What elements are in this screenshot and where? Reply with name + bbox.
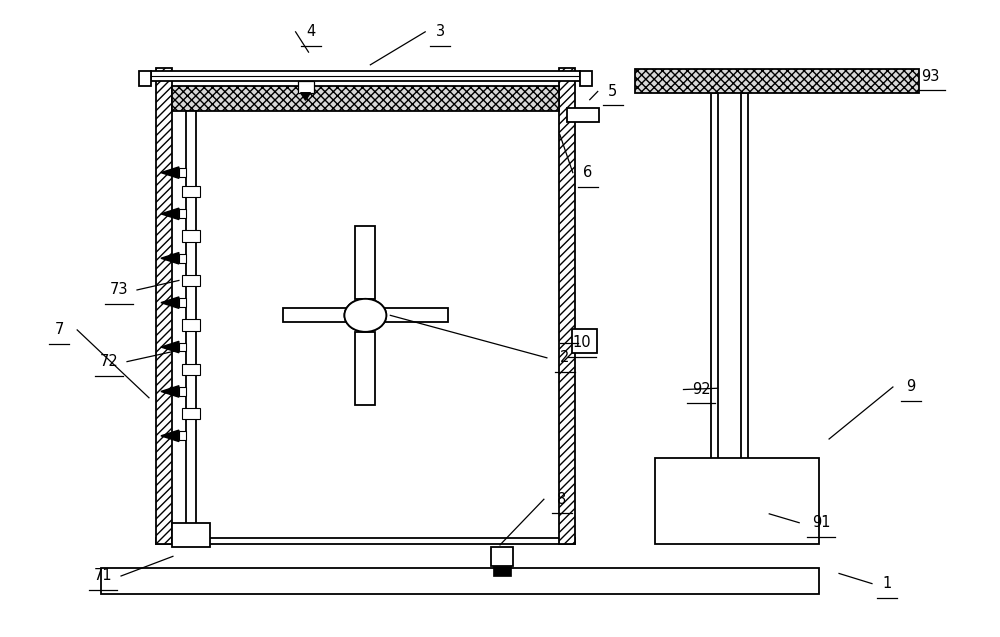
Bar [139, 71, 151, 87]
Bar [491, 547, 513, 566]
Bar [172, 523, 210, 547]
Text: 4: 4 [306, 24, 315, 39]
Text: 2: 2 [560, 350, 570, 366]
Ellipse shape [344, 299, 386, 332]
Text: 9: 9 [906, 380, 915, 394]
Bar [283, 308, 448, 322]
Text: 7: 7 [55, 322, 64, 338]
Bar [179, 298, 186, 307]
Bar [580, 71, 592, 87]
Bar [182, 275, 200, 286]
Bar [355, 332, 375, 404]
Polygon shape [301, 93, 311, 101]
Bar [635, 69, 919, 94]
Bar [179, 254, 186, 262]
Bar [298, 82, 314, 93]
Bar [182, 364, 200, 375]
Polygon shape [161, 297, 179, 308]
Bar [156, 538, 575, 543]
Text: 1: 1 [882, 576, 892, 591]
Bar [182, 408, 200, 419]
Text: 3: 3 [436, 24, 445, 39]
Polygon shape [161, 252, 179, 264]
Ellipse shape [344, 299, 386, 332]
Text: 10: 10 [572, 335, 591, 350]
Bar [179, 343, 186, 352]
Text: 93: 93 [922, 69, 940, 83]
Bar [179, 431, 186, 440]
Bar [101, 568, 819, 594]
Text: 72: 72 [100, 354, 118, 369]
Polygon shape [161, 430, 179, 441]
Bar [151, 71, 580, 82]
Text: 92: 92 [692, 382, 711, 397]
Bar [559, 68, 575, 543]
Bar [572, 329, 597, 354]
Text: 73: 73 [110, 282, 128, 297]
Text: 91: 91 [812, 515, 830, 530]
Bar [186, 111, 196, 538]
Bar [156, 68, 172, 543]
Text: 5: 5 [608, 84, 617, 99]
Bar [182, 319, 200, 331]
Bar [711, 94, 718, 512]
Polygon shape [161, 386, 179, 397]
Polygon shape [161, 208, 179, 220]
Bar [182, 231, 200, 242]
Polygon shape [161, 167, 179, 178]
Bar [493, 566, 511, 576]
Bar [179, 168, 186, 177]
Bar [567, 108, 599, 122]
Text: 6: 6 [583, 165, 592, 180]
Bar [741, 94, 748, 512]
Text: 8: 8 [557, 492, 566, 507]
Bar [179, 387, 186, 396]
Bar [179, 210, 186, 218]
Bar [655, 458, 819, 543]
Text: 71: 71 [94, 568, 112, 583]
Bar [182, 186, 200, 197]
Bar [355, 226, 375, 299]
Polygon shape [161, 341, 179, 353]
Bar [172, 86, 559, 111]
